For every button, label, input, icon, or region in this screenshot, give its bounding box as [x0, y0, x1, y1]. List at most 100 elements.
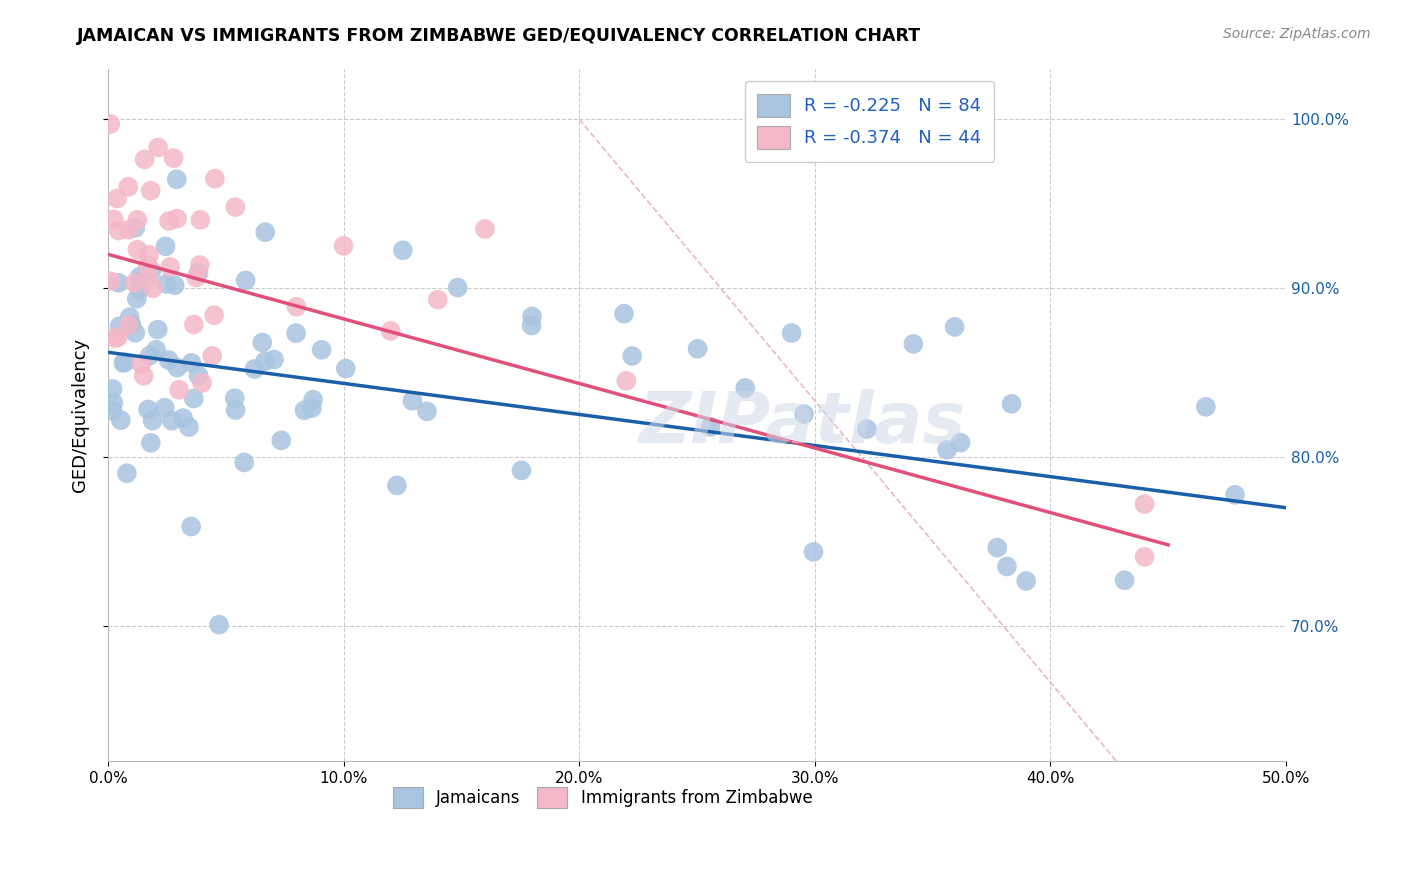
Point [243, 362, 266, 376]
Point [1114, 573, 1136, 587]
Point [186, 270, 208, 285]
Point [1000, 397, 1022, 411]
Point [191, 376, 214, 390]
Point [136, 402, 159, 417]
Point [183, 318, 205, 332]
Point [114, 355, 136, 369]
Point [112, 356, 135, 370]
Point [294, 403, 316, 417]
Point [139, 184, 162, 198]
Point [155, 239, 177, 253]
Text: JAMAICAN VS IMMIGRANTS FROM ZIMBABWE GED/EQUIVALENCY CORRELATION CHART: JAMAICAN VS IMMIGRANTS FROM ZIMBABWE GED… [77, 27, 921, 45]
Point [335, 361, 357, 376]
Point [201, 349, 224, 363]
Point [225, 403, 247, 417]
Point [139, 435, 162, 450]
Point [188, 213, 211, 227]
Point [187, 368, 209, 383]
Point [110, 413, 132, 427]
Point [263, 352, 285, 367]
Point [699, 420, 721, 434]
Point [107, 223, 129, 237]
Point [188, 258, 211, 272]
Point [117, 318, 139, 332]
Point [1015, 574, 1038, 588]
Point [270, 434, 292, 448]
Point [510, 463, 533, 477]
Point [142, 281, 165, 295]
Point [332, 239, 354, 253]
Point [118, 310, 141, 324]
Point [1223, 488, 1246, 502]
Point [166, 172, 188, 186]
Point [120, 317, 142, 331]
Point [166, 360, 188, 375]
Point [224, 200, 246, 214]
Point [734, 381, 756, 395]
Point [233, 455, 256, 469]
Point [252, 335, 274, 350]
Point [117, 179, 139, 194]
Point [254, 225, 277, 239]
Point [177, 420, 200, 434]
Point [142, 414, 165, 428]
Point [621, 349, 644, 363]
Point [138, 270, 160, 285]
Point [167, 383, 190, 397]
Point [780, 326, 803, 340]
Point [856, 422, 879, 436]
Point [145, 343, 167, 357]
Point [157, 353, 180, 368]
Point [426, 293, 449, 307]
Legend: Jamaicans, Immigrants from Zimbabwe: Jamaicans, Immigrants from Zimbabwe [387, 780, 820, 815]
Point [146, 140, 169, 154]
Point [416, 404, 439, 418]
Point [153, 401, 176, 415]
Point [204, 171, 226, 186]
Point [118, 223, 141, 237]
Point [311, 343, 333, 357]
Point [115, 467, 138, 481]
Point [202, 309, 225, 323]
Point [98, 274, 121, 288]
Point [138, 349, 160, 363]
Point [127, 243, 149, 257]
Point [124, 276, 146, 290]
Point [105, 192, 128, 206]
Point [180, 519, 202, 533]
Point [160, 414, 183, 428]
Point [172, 411, 194, 425]
Point [474, 222, 496, 236]
Point [187, 266, 209, 280]
Point [614, 374, 637, 388]
Point [128, 269, 150, 284]
Point [986, 541, 1008, 555]
Point [107, 276, 129, 290]
Text: Source: ZipAtlas.com: Source: ZipAtlas.com [1223, 27, 1371, 41]
Point [235, 273, 257, 287]
Point [138, 248, 160, 262]
Point [301, 401, 323, 415]
Point [1133, 549, 1156, 564]
Point [159, 260, 181, 274]
Point [132, 368, 155, 383]
Point [224, 391, 246, 405]
Point [108, 319, 131, 334]
Point [128, 283, 150, 297]
Point [949, 435, 972, 450]
Point [254, 354, 277, 368]
Point [103, 395, 125, 409]
Point [163, 278, 186, 293]
Point [162, 151, 184, 165]
Point [995, 559, 1018, 574]
Point [380, 324, 402, 338]
Point [302, 392, 325, 407]
Point [520, 318, 543, 333]
Point [107, 330, 129, 344]
Point [208, 617, 231, 632]
Point [793, 407, 815, 421]
Point [385, 478, 408, 492]
Point [155, 277, 177, 291]
Point [125, 292, 148, 306]
Point [686, 342, 709, 356]
